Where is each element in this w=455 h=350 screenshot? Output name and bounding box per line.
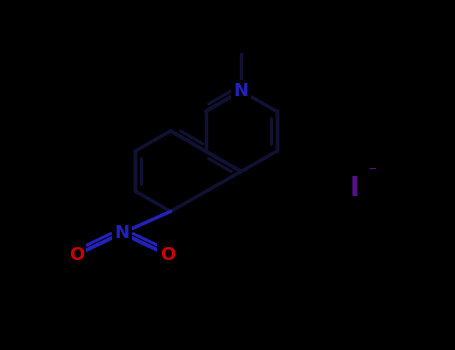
Text: I: I (350, 176, 360, 202)
Text: –: – (369, 161, 376, 176)
Text: N: N (115, 224, 129, 242)
Text: O: O (69, 246, 84, 264)
Text: O: O (160, 246, 175, 264)
Text: N: N (234, 82, 248, 100)
